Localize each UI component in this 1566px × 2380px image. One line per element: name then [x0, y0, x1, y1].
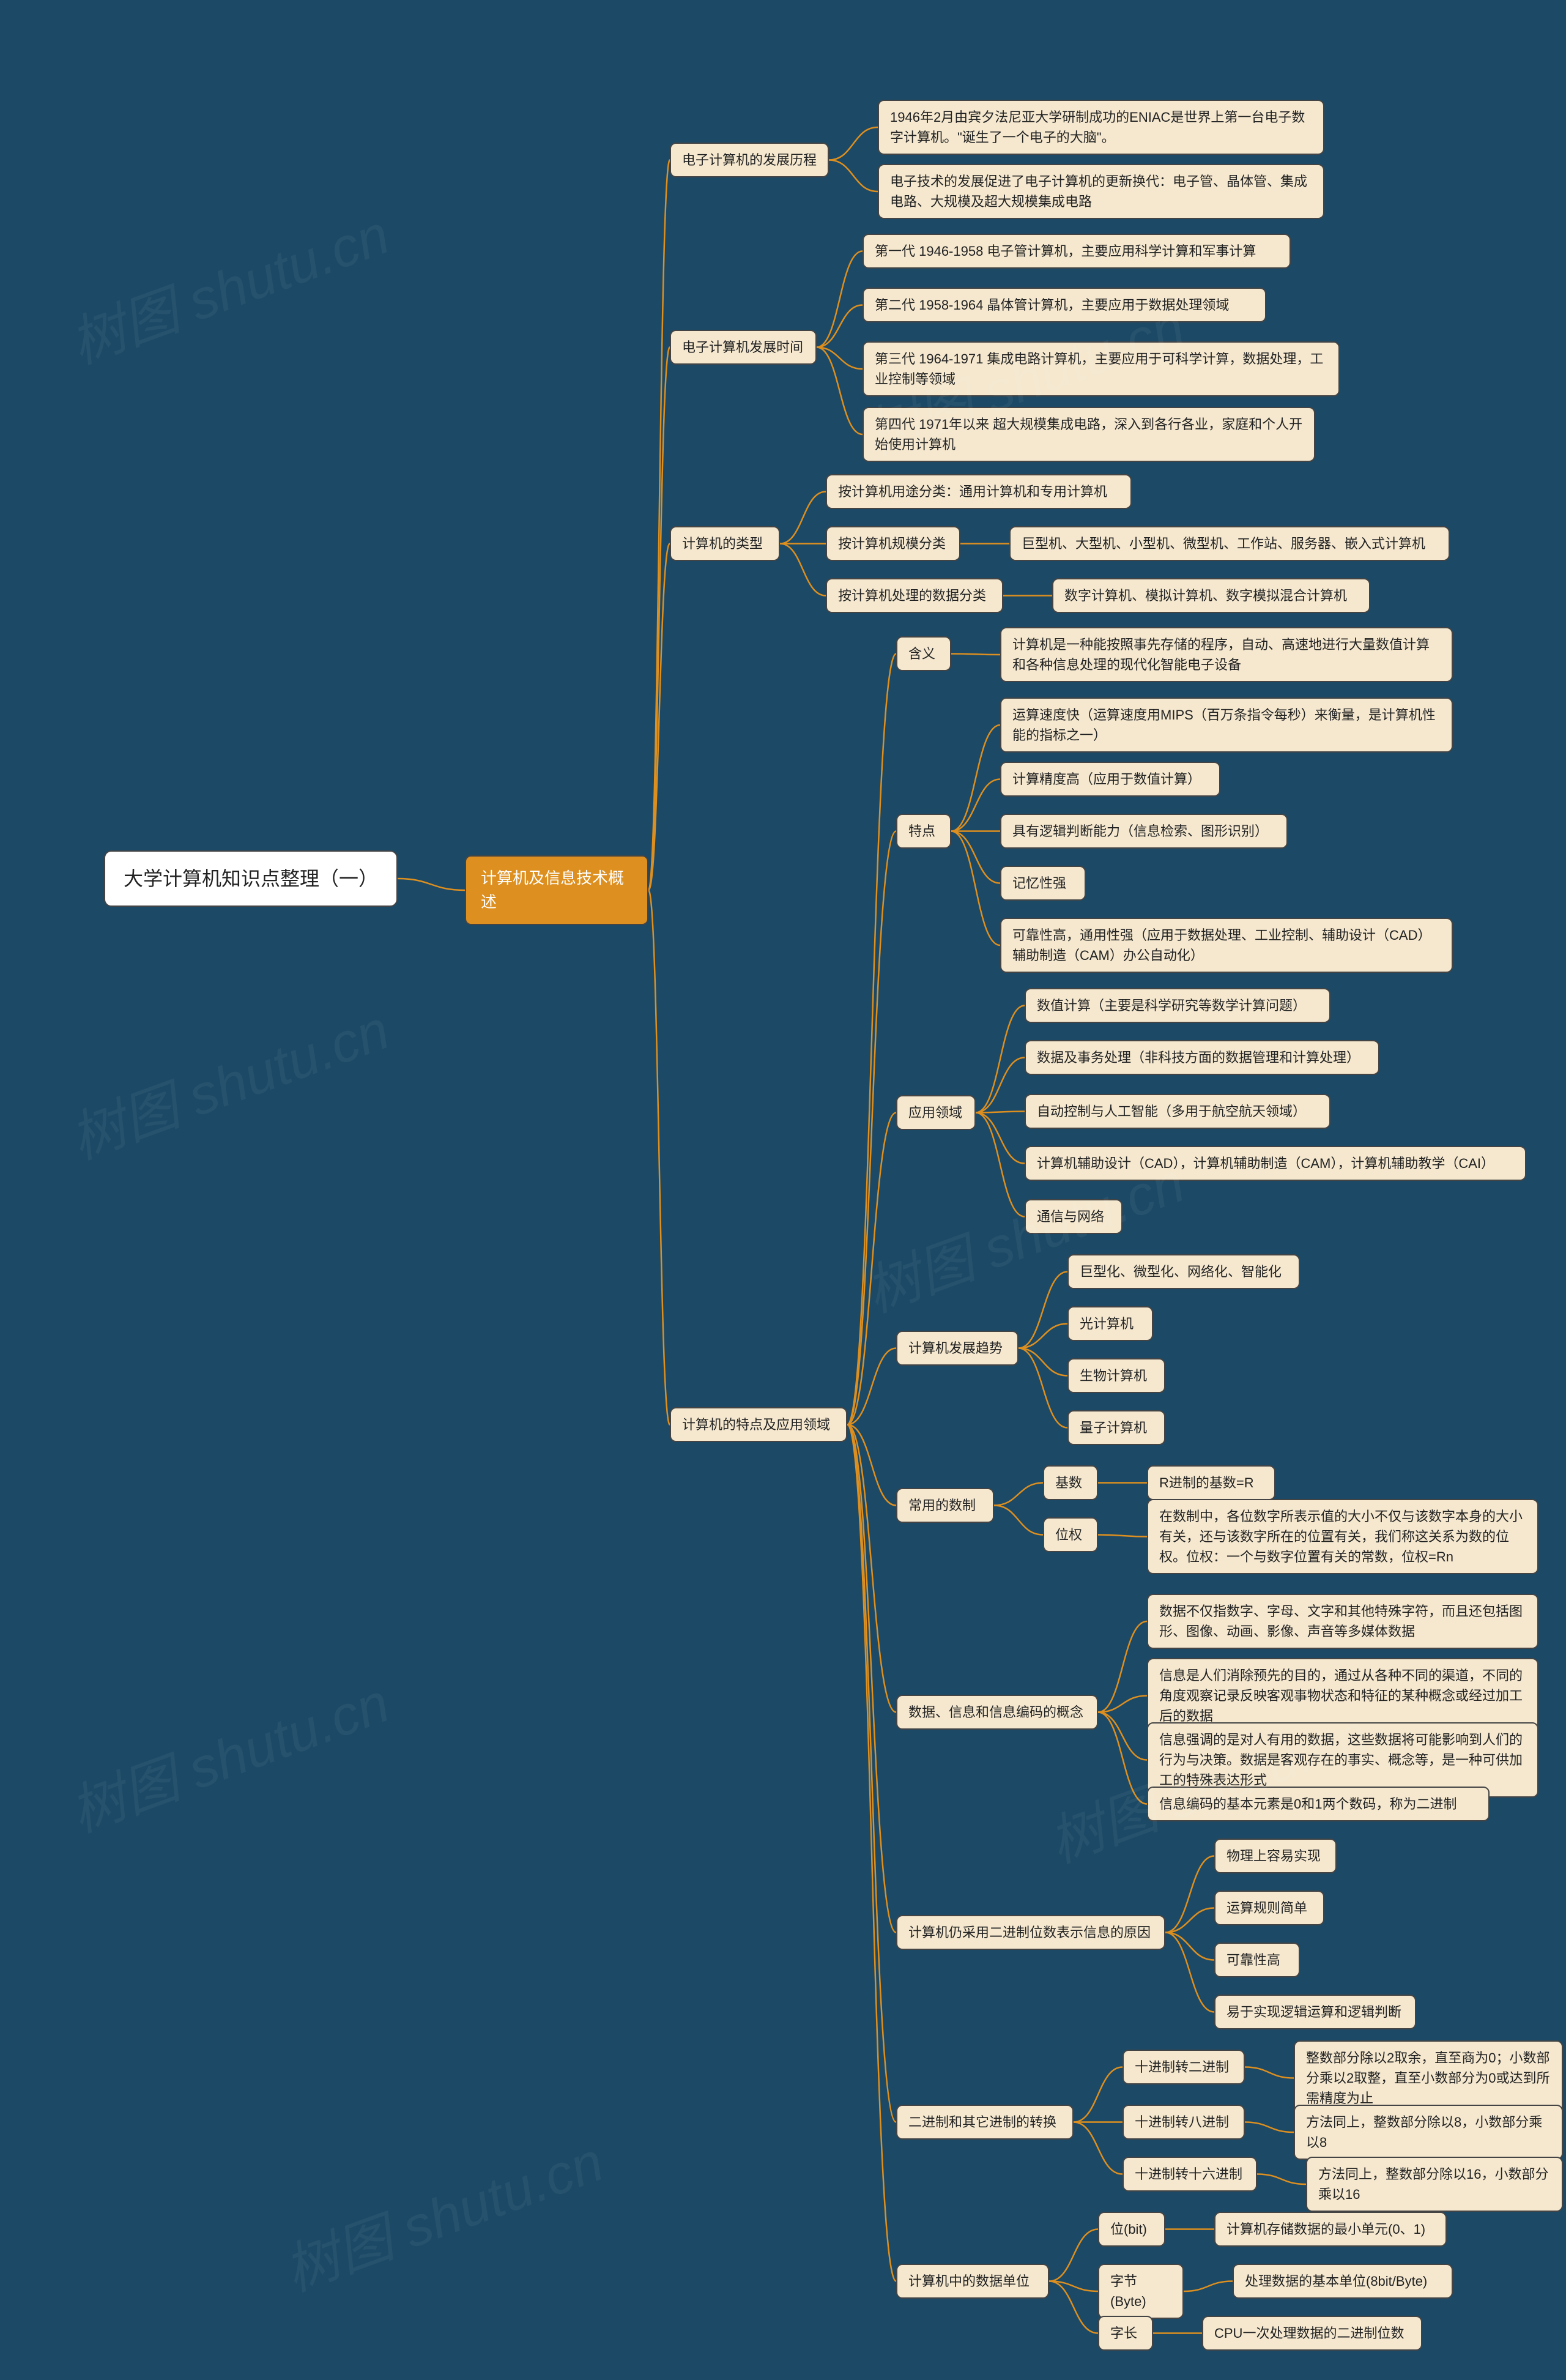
mindmap-node: 计算机的特点及应用领域 [670, 1407, 847, 1442]
mindmap-node: 第一代 1946-1958 电子管计算机，主要应用科学计算和军事计算 [863, 234, 1291, 269]
mindmap-node: 1946年2月由宾夕法尼亚大学研制成功的ENIAC是世界上第一台电子数字计算机。… [878, 100, 1324, 155]
mindmap-node: 位(bit) [1098, 2212, 1165, 2247]
mindmap-node: 特点 [896, 814, 951, 849]
mindmap-node: 字长 [1098, 2316, 1153, 2351]
mindmap-node: 量子计算机 [1067, 1410, 1165, 1445]
mindmap-node: 第二代 1958-1964 晶体管计算机，主要应用于数据处理领域 [863, 288, 1266, 322]
mindmap-node: 计算机发展趋势 [896, 1331, 1019, 1366]
mindmap-node: 巨型机、大型机、小型机、微型机、工作站、服务器、嵌入式计算机 [1009, 526, 1450, 561]
mindmap-node: 自动控制与人工智能（多用于航空航天领域） [1025, 1094, 1330, 1129]
mindmap-node: 十进制转十六进制 [1123, 2157, 1257, 2192]
mindmap-node: 计算机辅助设计（CAD），计算机辅助制造（CAM），计算机辅助教学（CAI） [1025, 1146, 1526, 1181]
mindmap-node: 可靠性高，通用性强（应用于数据处理、工业控制、辅助设计（CAD）辅助制造（CAM… [1000, 918, 1453, 973]
mindmap-node: 按计算机规模分类 [826, 526, 960, 561]
mindmap-node: 基数 [1043, 1465, 1098, 1500]
mindmap-node: 应用领域 [896, 1095, 976, 1130]
mindmap-node: 大学计算机知识点整理（一） [104, 850, 398, 907]
mindmap-node: 数据及事务处理（非科技方面的数据管理和计算处理） [1025, 1040, 1379, 1075]
mindmap-node: 二进制和其它进制的转换 [896, 2105, 1074, 2140]
mindmap-node: 记忆性强 [1000, 866, 1086, 901]
mindmap-node: 位权 [1043, 1517, 1098, 1552]
mindmap-node: 按计算机处理的数据分类 [826, 578, 1003, 613]
mindmap-node: 易于实现逻辑运算和逻辑判断 [1214, 1995, 1416, 2029]
mindmap-node: 计算机的类型 [670, 526, 780, 561]
mindmap-node: 在数制中，各位数字所表示值的大小不仅与该数字本身的大小有关，还与该数字所在的位置… [1147, 1499, 1538, 1574]
mindmap-node: R进制的基数=R [1147, 1465, 1275, 1500]
mindmap-node: 具有逻辑判断能力（信息检索、图形识别） [1000, 814, 1288, 849]
mindmap-node: 计算机仍采用二进制位数表示信息的原因 [896, 1915, 1165, 1950]
mindmap-node: 运算速度快（运算速度用MIPS（百万条指令每秒）来衡量，是计算机性能的指标之一） [1000, 697, 1453, 753]
mindmap-node: 十进制转二进制 [1123, 2050, 1245, 2084]
mindmap-node: 计算机及信息技术概述 [465, 855, 648, 925]
mindmap-node: 第三代 1964-1971 集成电路计算机，主要应用于可科学计算，数据处理，工业… [863, 341, 1340, 396]
mindmap-node: 第四代 1971年以来 超大规模集成电路，深入到各行各业，家庭和个人开始使用计算… [863, 407, 1315, 462]
mindmap-node: 物理上容易实现 [1214, 1839, 1337, 1873]
mindmap-node: 可靠性高 [1214, 1943, 1300, 1977]
watermark: 树图 shutu.cn [58, 1659, 398, 1848]
mindmap-node: 通信与网络 [1025, 1199, 1123, 1234]
mindmap-node: 数据、信息和信息编码的概念 [896, 1695, 1098, 1730]
mindmap-node: 计算机中的数据单位 [896, 2264, 1049, 2299]
mindmap-node: 光计算机 [1067, 1306, 1153, 1341]
mindmap-node: 生物计算机 [1067, 1358, 1165, 1393]
mindmap-node: 巨型化、微型化、网络化、智能化 [1067, 1254, 1300, 1289]
mindmap-node: 常用的数制 [896, 1488, 994, 1523]
mindmap-node: 按计算机用途分类：通用计算机和专用计算机 [826, 474, 1132, 509]
watermark: 树图 shutu.cn [58, 190, 398, 379]
mindmap-node: CPU一次处理数据的二进制位数 [1202, 2316, 1422, 2351]
mindmap-node: 数值计算（主要是科学研究等数学计算问题） [1025, 988, 1330, 1023]
watermark: 树图 shutu.cn [272, 2118, 612, 2307]
mindmap-node: 数字计算机、模拟计算机、数字模拟混合计算机 [1052, 578, 1370, 613]
mindmap-node: 处理数据的基本单位(8bit/Byte) [1233, 2264, 1453, 2299]
mindmap-node: 计算机存储数据的最小单元(0、1) [1214, 2212, 1447, 2247]
mindmap-node: 计算机是一种能按照事先存储的程序，自动、高速地进行大量数值计算和各种信息处理的现… [1000, 627, 1453, 682]
mindmap-node: 方法同上，整数部分除以16，小数部分乘以16 [1306, 2157, 1563, 2212]
mindmap-node: 电子计算机发展时间 [670, 330, 817, 365]
mindmap-node: 电子技术的发展促进了电子计算机的更新换代：电子管、晶体管、集成电路、大规模及超大… [878, 164, 1324, 219]
mindmap-node: 电子计算机的发展历程 [670, 143, 829, 177]
mindmap-node: 字节(Byte) [1098, 2264, 1184, 2319]
mindmap-node: 含义 [896, 636, 951, 671]
watermark: 树图 shutu.cn [58, 986, 398, 1175]
mindmap-node: 数据不仅指数字、字母、文字和其他特殊字符，而且还包括图形、图像、动画、影像、声音… [1147, 1594, 1538, 1649]
mindmap-node: 运算规则简单 [1214, 1891, 1324, 1925]
mindmap-node: 计算精度高（应用于数值计算） [1000, 762, 1220, 797]
mindmap-node: 方法同上，整数部分除以8，小数部分乘以8 [1294, 2105, 1563, 2160]
mindmap-node: 十进制转八进制 [1123, 2105, 1245, 2140]
mindmap-node: 信息编码的基本元素是0和1两个数码，称为二进制 [1147, 1787, 1490, 1821]
